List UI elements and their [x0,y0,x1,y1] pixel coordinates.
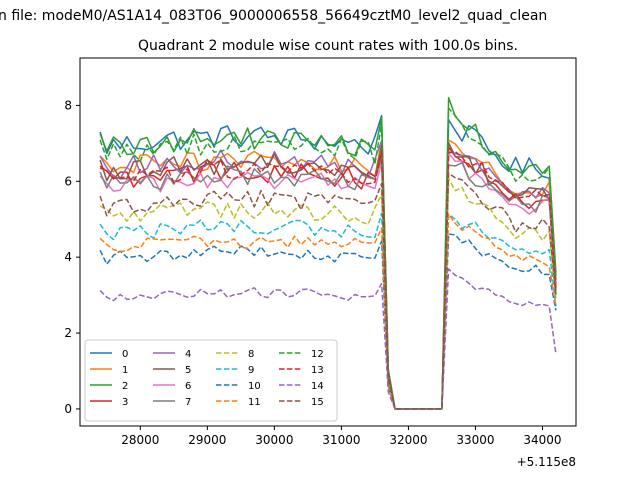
y-tick-label: 8 [64,98,72,112]
legend-label-14: 14 [311,381,324,392]
axes-title: Quadrant 2 module wise count rates with … [138,38,518,54]
series-line-13 [99,151,557,410]
legend-label-8: 8 [248,349,254,360]
legend-label-3: 3 [122,397,128,408]
x-tick-label: 34000 [523,433,561,447]
legend-box [84,339,338,422]
y-axis: 0 2 4 6 8 [64,98,80,416]
x-axis: 28000 29000 30000 31000 32000 33000 34000 [121,426,562,447]
legend-label-5: 5 [185,365,191,376]
series-layer [99,96,557,410]
series-line-6 [99,152,557,410]
series-line-8 [99,177,557,410]
series-line-11 [99,213,557,410]
legend-label-11: 11 [248,397,261,408]
x-tick-label: 33000 [456,433,494,447]
legend-label-7: 7 [185,397,191,408]
y-tick-label: 0 [64,402,72,416]
series-line-10 [99,233,557,410]
legend-label-9: 9 [248,365,254,376]
y-tick-label: 4 [64,250,72,264]
legend-label-15: 15 [311,397,324,408]
x-tick-label: 28000 [121,433,159,447]
y-tick-label: 2 [64,326,72,340]
legend-label-4: 4 [185,349,191,360]
x-tick-label: 30000 [255,433,293,447]
series-line-12 [99,107,557,410]
legend-label-10: 10 [248,381,261,392]
x-tick-label: 29000 [188,433,226,447]
legend-label-12: 12 [311,349,324,360]
series-line-7 [99,157,557,410]
legend-label-2: 2 [122,381,128,392]
series-line-15 [99,172,557,410]
legend-label-1: 1 [122,365,128,376]
x-tick-label: 32000 [389,433,427,447]
y-tick-label: 6 [64,174,72,188]
series-line-9 [99,212,557,410]
plot-frame [79,57,577,427]
legend-label-13: 13 [311,365,324,376]
legend-label-0: 0 [122,349,128,360]
x-tick-label: 31000 [322,433,360,447]
figure-suptitle: n file: modeM0/AS1A14_083T06_9000006558_… [0,8,547,24]
series-line-14 [99,268,557,410]
legend-label-6: 6 [185,381,191,392]
x-offset-text: +5.115e8 [517,455,576,469]
